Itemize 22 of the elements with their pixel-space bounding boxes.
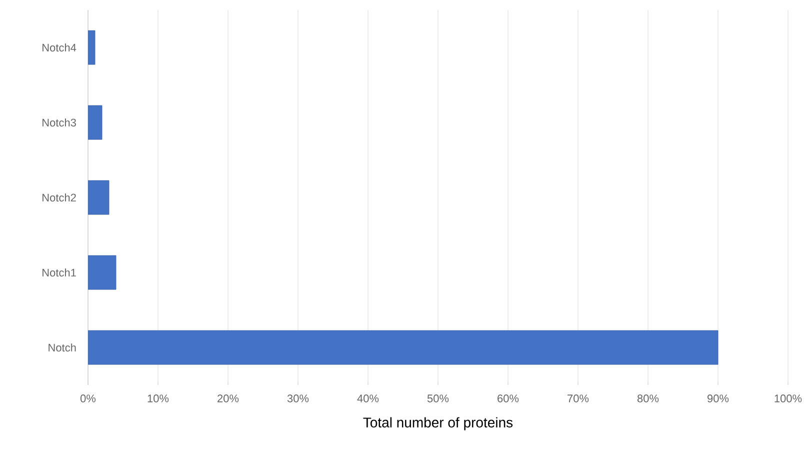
x-axis-title: Total number of proteins — [363, 417, 513, 430]
x-tick-label: 30% — [287, 394, 309, 402]
x-tick-label: 60% — [498, 394, 519, 402]
bar — [88, 255, 116, 290]
x-tick-label: 20% — [218, 394, 239, 402]
y-tick-label: Notch1 — [42, 268, 76, 277]
x-tick-label: 70% — [568, 394, 589, 402]
y-tick-label: Notch3 — [42, 118, 76, 127]
bar — [88, 30, 96, 65]
x-tick-label: 50% — [427, 394, 449, 402]
y-tick-label: Notch2 — [42, 193, 76, 202]
x-tick-label: 40% — [357, 394, 379, 402]
y-tick-label: Notch — [48, 343, 76, 352]
x-tick-label: 0% — [80, 394, 96, 402]
x-tick-label: 100% — [774, 394, 802, 402]
x-tick-label: 80% — [637, 394, 659, 402]
bar — [88, 105, 102, 140]
y-tick-label: Notch4 — [42, 43, 76, 52]
x-tick-label: 10% — [148, 394, 169, 402]
bar — [88, 180, 110, 215]
x-tick-label: 90% — [708, 394, 729, 402]
bar — [88, 330, 718, 365]
